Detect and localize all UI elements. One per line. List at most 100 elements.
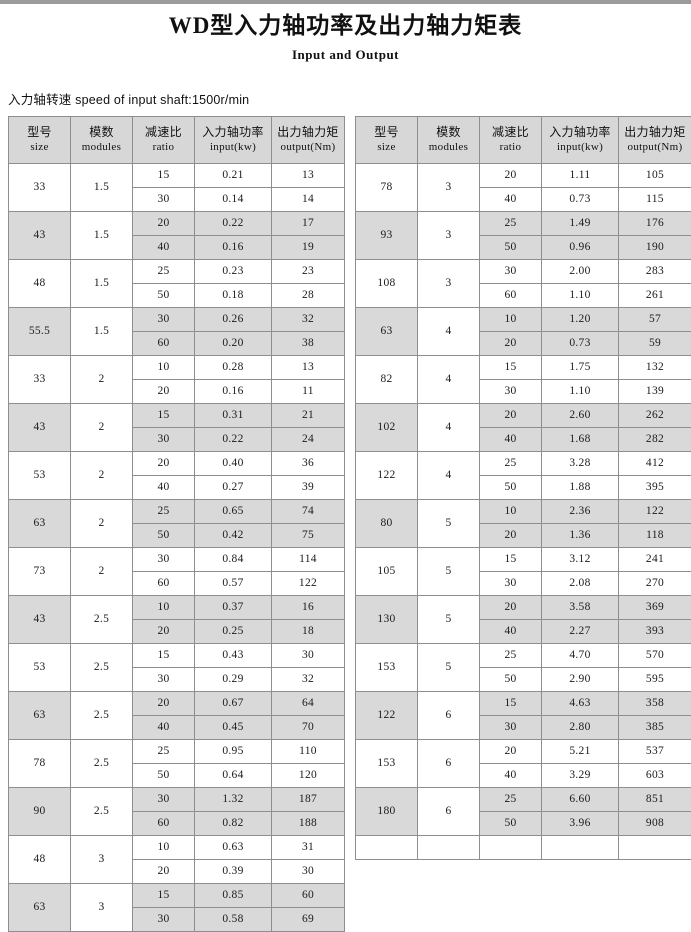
cell-output: 13 — [272, 163, 345, 187]
cell-size: 63 — [9, 883, 71, 931]
cell-output: 32 — [272, 667, 345, 691]
cell-input: 1.10 — [542, 283, 619, 307]
cell-size: 33 — [9, 163, 71, 211]
cell-ratio: 50 — [480, 811, 542, 835]
cell-ratio: 30 — [133, 667, 195, 691]
cell-output: 110 — [272, 739, 345, 763]
page-title-cn: WD型入力轴功率及出力轴力矩表 — [0, 12, 691, 41]
header-input-en: input(kw) — [195, 140, 271, 155]
cell-output: 16 — [272, 595, 345, 619]
cell-ratio: 15 — [133, 643, 195, 667]
cell-output: 17 — [272, 211, 345, 235]
cell-input: 0.26 — [195, 307, 272, 331]
cell-size: 102 — [356, 403, 418, 451]
cell-output: 595 — [619, 667, 691, 691]
cell-output: 13 — [272, 355, 345, 379]
cell-output: 358 — [619, 691, 691, 715]
cell-output: 851 — [619, 787, 691, 811]
cell-ratio: 20 — [133, 211, 195, 235]
cell-ratio: 20 — [480, 523, 542, 547]
cell-input: 4.70 — [542, 643, 619, 667]
cell-input: 0.40 — [195, 451, 272, 475]
cell-modules: 1.5 — [71, 259, 133, 307]
cell-input: 2.60 — [542, 403, 619, 427]
cell-size: 93 — [356, 211, 418, 259]
cell-ratio: 20 — [480, 331, 542, 355]
cell-input: 0.73 — [542, 331, 619, 355]
cell-input: 0.14 — [195, 187, 272, 211]
cell-output: 537 — [619, 739, 691, 763]
header-ratio-cn: 减速比 — [133, 124, 194, 140]
cell-ratio: 30 — [480, 715, 542, 739]
cell-output: 69 — [272, 907, 345, 931]
cell-size: 78 — [356, 163, 418, 211]
cell-output: 115 — [619, 187, 691, 211]
cell-modules: 5 — [418, 499, 480, 547]
cell-size: 130 — [356, 595, 418, 643]
cell-ratio: 25 — [480, 451, 542, 475]
cell-input: 2.27 — [542, 619, 619, 643]
cell-modules: 2 — [71, 403, 133, 451]
cell-output: 190 — [619, 235, 691, 259]
header-ratio-cn: 减速比 — [480, 124, 541, 140]
cell-output: 283 — [619, 259, 691, 283]
header-ratio-en: ratio — [133, 140, 194, 155]
cell-size: 43 — [9, 211, 71, 259]
cell-size: 180 — [356, 787, 418, 835]
cell-ratio: 40 — [480, 187, 542, 211]
cell-output: 262 — [619, 403, 691, 427]
cell-empty — [418, 835, 480, 859]
cell-input: 0.16 — [195, 235, 272, 259]
cell-output: 30 — [272, 643, 345, 667]
cell-input: 0.21 — [195, 163, 272, 187]
cell-size: 48 — [9, 835, 71, 883]
cell-input: 0.23 — [195, 259, 272, 283]
cell-input: 1.10 — [542, 379, 619, 403]
cell-size: 63 — [356, 307, 418, 355]
cell-ratio: 20 — [480, 403, 542, 427]
cell-modules: 2.5 — [71, 739, 133, 787]
cell-output: 24 — [272, 427, 345, 451]
cell-ratio: 30 — [133, 307, 195, 331]
cell-ratio: 40 — [480, 619, 542, 643]
cell-output: 270 — [619, 571, 691, 595]
header-output-cn: 出力轴力矩 — [272, 124, 344, 140]
cell-output: 14 — [272, 187, 345, 211]
cell-ratio: 25 — [480, 787, 542, 811]
cell-output: 39 — [272, 475, 345, 499]
cell-input: 0.45 — [195, 715, 272, 739]
cell-input: 0.22 — [195, 427, 272, 451]
cell-ratio: 20 — [133, 451, 195, 475]
cell-input: 0.73 — [542, 187, 619, 211]
cell-input: 0.22 — [195, 211, 272, 235]
cell-ratio: 20 — [133, 619, 195, 643]
header-output-cn: 出力轴力矩 — [619, 124, 691, 140]
cell-modules: 6 — [418, 691, 480, 739]
top-rule — [0, 0, 691, 4]
cell-ratio: 50 — [133, 283, 195, 307]
cell-empty — [356, 835, 418, 859]
cell-output: 603 — [619, 763, 691, 787]
table-header-row: 型号 size 模数 modules 减速比 ratio 入力轴功率 input… — [9, 116, 345, 163]
cell-modules: 1.5 — [71, 211, 133, 259]
cell-modules: 1.5 — [71, 307, 133, 355]
header-input-en: input(kw) — [542, 140, 618, 155]
cell-ratio: 25 — [133, 739, 195, 763]
cell-input: 0.25 — [195, 619, 272, 643]
cell-output: 114 — [272, 547, 345, 571]
header-input: 入力轴功率 input(kw) — [195, 116, 272, 163]
cell-ratio: 30 — [133, 547, 195, 571]
